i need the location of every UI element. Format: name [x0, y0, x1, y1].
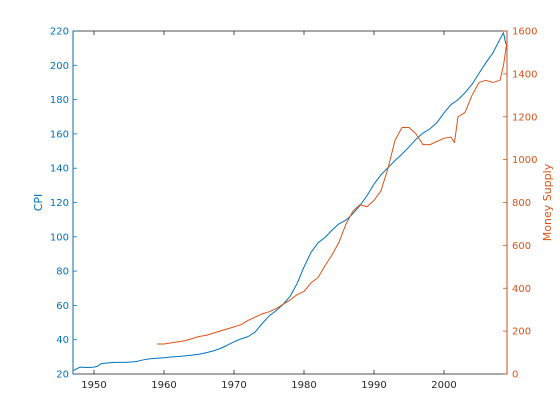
right-axis-tick-label: 800: [512, 198, 531, 209]
right-axis-tick-label: 400: [512, 284, 531, 295]
series-layer: [72, 32, 508, 372]
left-axis-tick-label: 120: [50, 198, 69, 209]
right-axis-tick-label: 0: [512, 370, 518, 381]
left-axis-tick-label: 20: [56, 370, 69, 381]
left-y-axis-label: CPI: [32, 194, 45, 212]
right-axis-tick-label: 1200: [512, 112, 537, 123]
x-axis-tick-label: 1950: [81, 380, 106, 391]
left-axis-tick-label: 80: [56, 267, 69, 278]
left-axis-tick-label: 140: [50, 164, 69, 175]
x-axis-tick-label: 1990: [361, 380, 386, 391]
cpi-series-line: [72, 32, 508, 372]
x-axis-tick-label: 1970: [221, 380, 246, 391]
x-axis: 1950 1960 1970 1980 1990 2000: [81, 31, 457, 391]
right-y-axis-label: Money Supply: [541, 163, 554, 241]
right-y-axis: 0 200 400 600 800 1000 1200 1400 1600: [503, 27, 537, 381]
left-axis-tick-label: 160: [50, 129, 69, 140]
x-axis-tick-label: 1980: [291, 380, 316, 391]
left-axis-tick-label: 220: [50, 27, 69, 38]
right-axis-tick-label: 200: [512, 327, 531, 338]
right-axis-tick-label: 1600: [512, 27, 537, 38]
right-axis-tick-label: 1400: [512, 69, 537, 80]
x-axis-tick-label: 2000: [431, 380, 456, 391]
left-axis-tick-label: 60: [56, 301, 69, 312]
x-axis-tick-label: 1960: [151, 380, 176, 391]
money-supply-series-line: [157, 41, 508, 345]
left-axis-tick-label: 40: [56, 335, 69, 346]
left-axis-tick-label: 100: [50, 232, 69, 243]
left-axis-tick-label: 180: [50, 95, 69, 106]
right-axis-tick-label: 1000: [512, 155, 537, 166]
left-axis-tick-label: 200: [50, 61, 69, 72]
right-axis-tick-label: 600: [512, 241, 531, 252]
left-y-axis: 20 40 60 80 100 120 140 160 180 200 220: [50, 27, 77, 381]
